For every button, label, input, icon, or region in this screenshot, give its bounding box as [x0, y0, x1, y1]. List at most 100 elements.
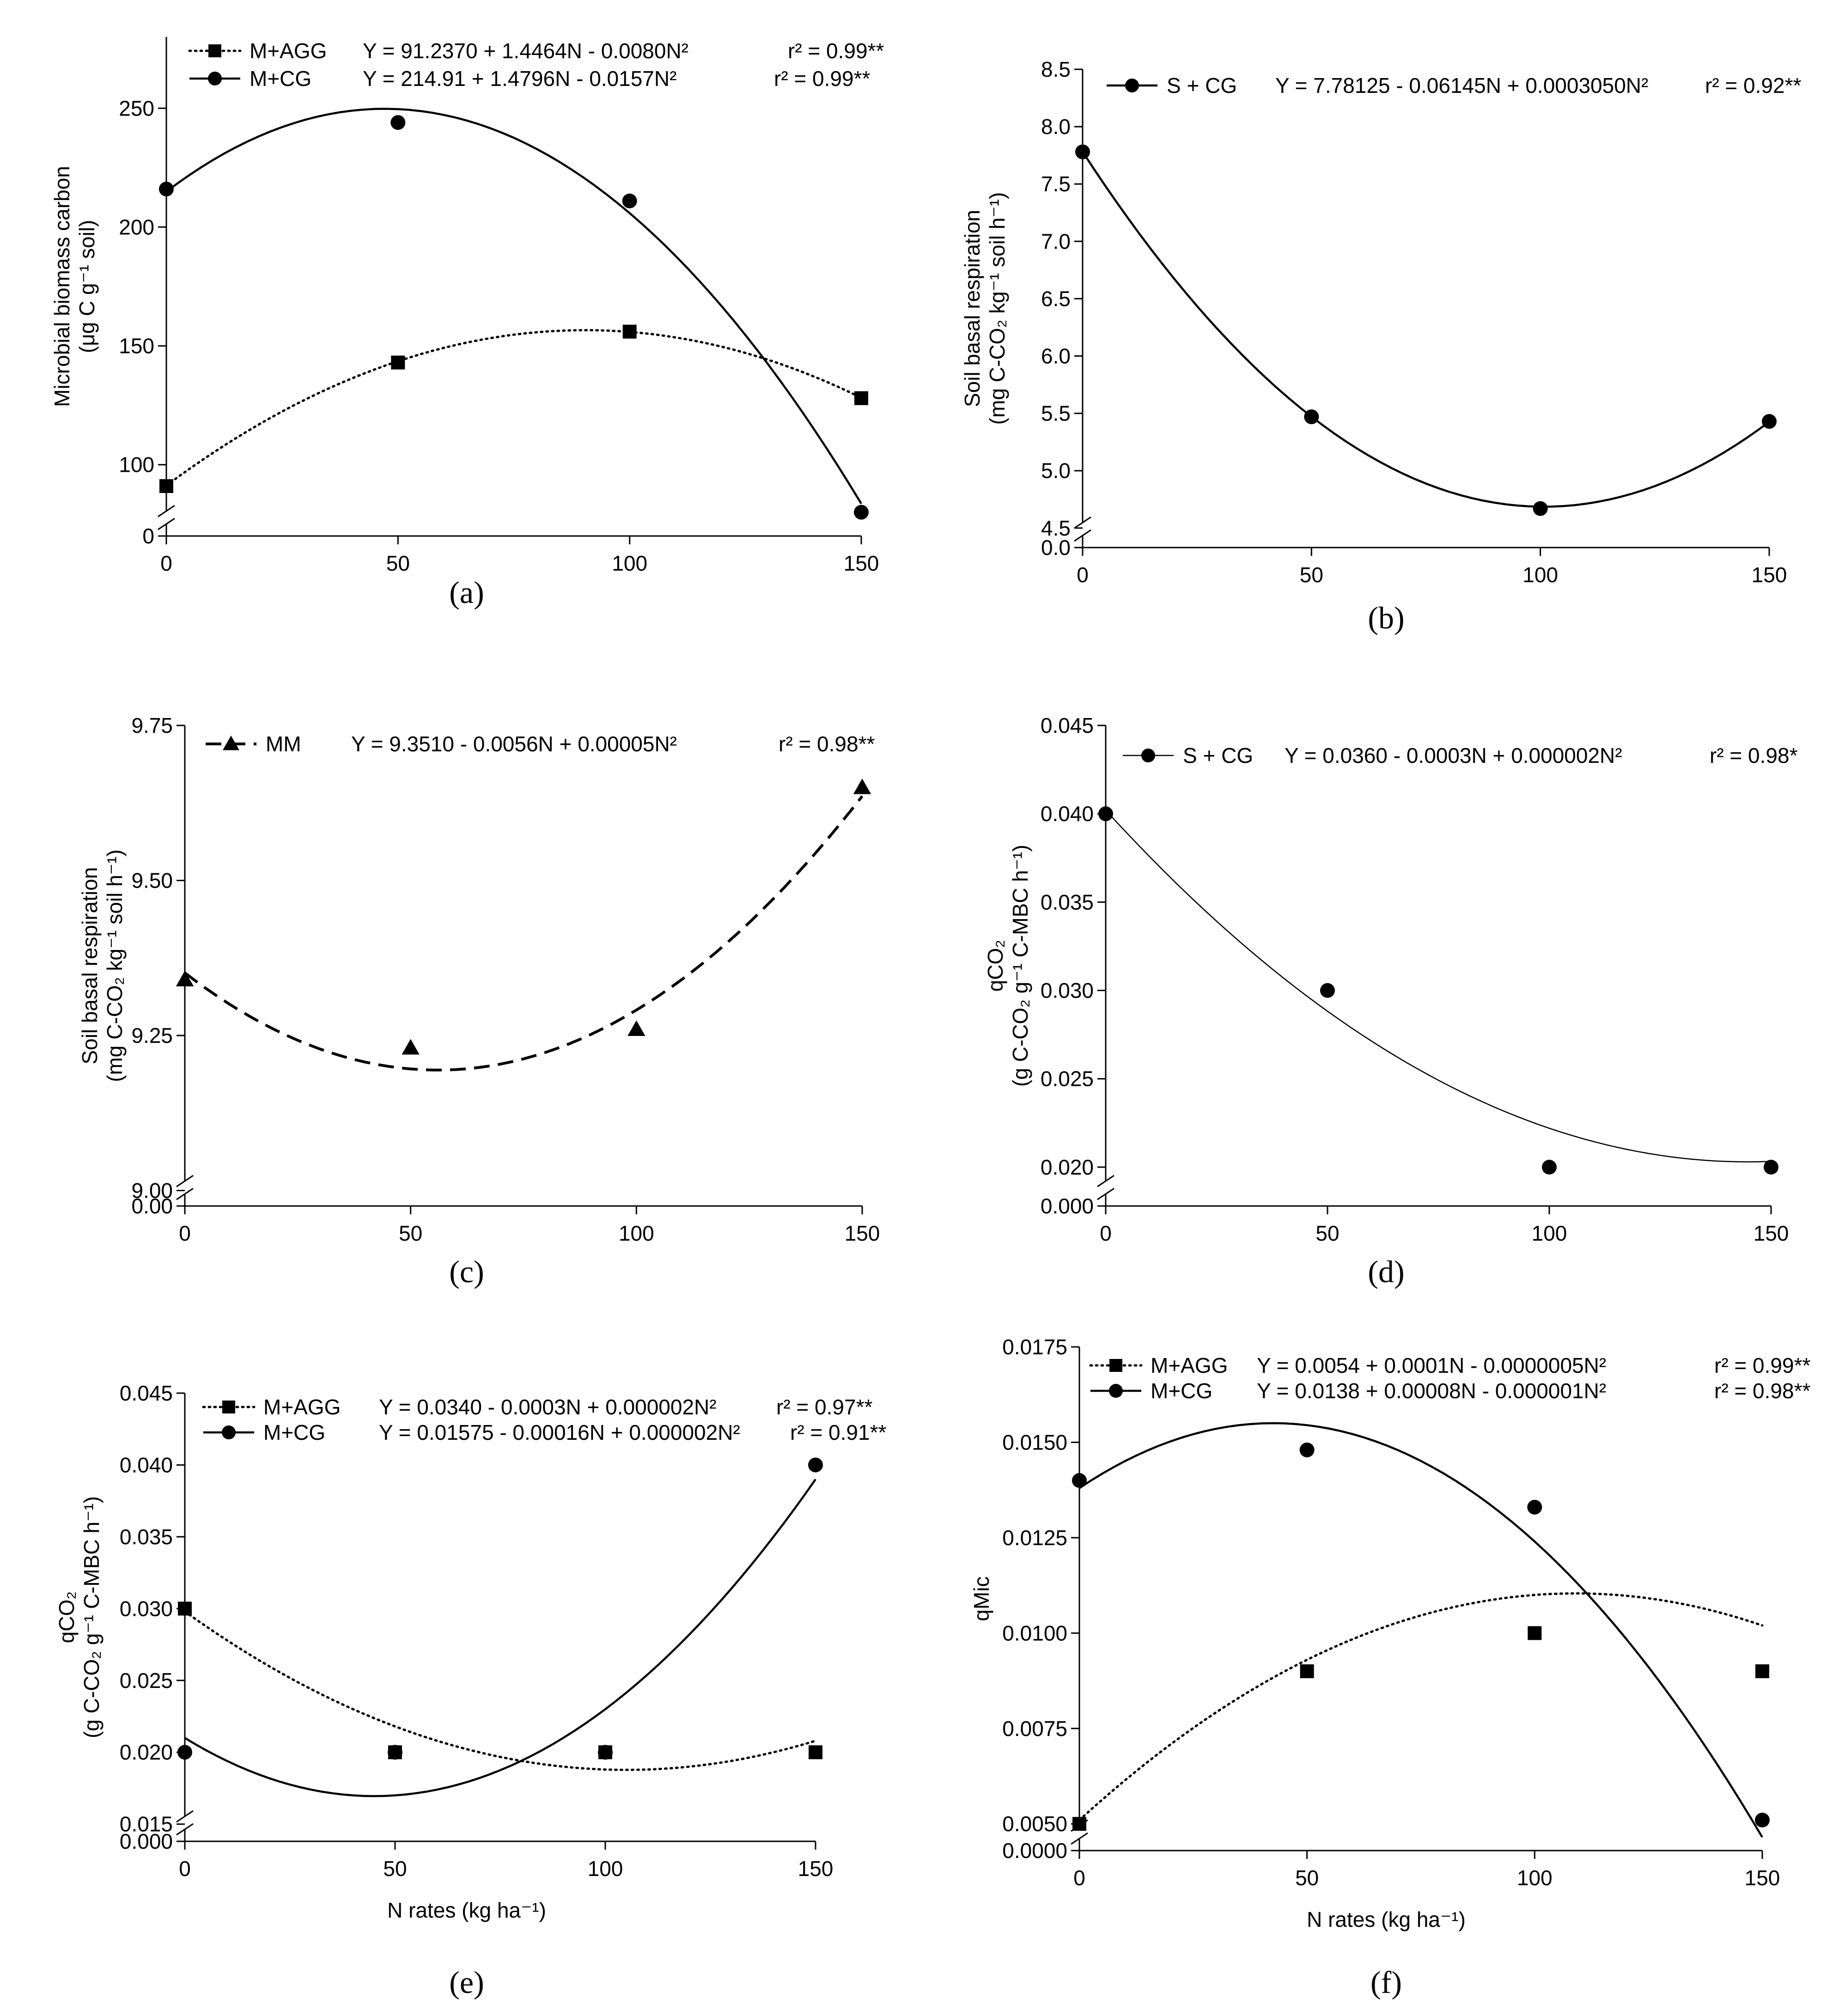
- legend-series-name: MM: [266, 732, 301, 756]
- panel-label: (f): [1370, 1965, 1402, 2000]
- legend-series-name: M+AGG: [263, 1395, 341, 1419]
- y-tick-label: 0.020: [1041, 1155, 1094, 1179]
- x-tick-label: 50: [383, 1857, 407, 1881]
- data-point: [1762, 414, 1777, 429]
- data-point: [1098, 806, 1113, 822]
- fit-curve-mm: [184, 795, 864, 1072]
- legend-equation: Y = 9.3510 - 0.0056N + 0.00005N²: [351, 732, 677, 756]
- legend-r2: r² = 0.99**: [774, 67, 870, 91]
- axis-break-mark: [176, 1823, 194, 1836]
- y-tick-label: 6.5: [1041, 286, 1071, 311]
- axis-break-mark: [176, 1810, 194, 1823]
- x-tick-label: 0: [1073, 1866, 1085, 1890]
- x-tick-label: 0: [160, 551, 172, 575]
- y-tick-label: 0.0: [1041, 536, 1071, 560]
- legend-marker: [1109, 1359, 1122, 1372]
- y-tick-label: 200: [119, 215, 154, 239]
- y-tick-label: 5.0: [1041, 459, 1071, 483]
- legend-series-name: S + CG: [1183, 743, 1253, 767]
- y-tick-label: 150: [119, 334, 154, 358]
- data-point: [1755, 1664, 1769, 1678]
- x-tick-label: 50: [1300, 563, 1323, 587]
- data-point: [1075, 144, 1090, 159]
- data-point: [176, 970, 194, 987]
- legend-series-name: M+AGG: [250, 39, 327, 63]
- fit-curve-mcg: [184, 1479, 816, 1797]
- y-axis-title-line-1: Microbial biomass carbon: [50, 166, 74, 407]
- data-point: [391, 355, 405, 370]
- legend-r2: r² = 0.92**: [1705, 73, 1801, 97]
- x-tick-label: 50: [386, 551, 410, 575]
- legend-marker: [222, 1425, 236, 1439]
- axis-break-mark: [158, 505, 175, 518]
- axis-break-mark: [1074, 516, 1091, 529]
- y-tick-label: 0.030: [120, 1596, 173, 1620]
- legend-series-name: M+CG: [263, 1420, 325, 1444]
- legend-marker: [208, 44, 221, 57]
- y-tick-label: 0.025: [1041, 1067, 1094, 1091]
- chart-panel-f: 0 50 100 150 0.0050 0.0075 0.0100 0.0125 0.0150 0…: [969, 1335, 1810, 2000]
- y-tick-label: 0.015: [120, 1812, 173, 1836]
- data-point: [627, 1020, 645, 1036]
- data-point: [388, 1745, 402, 1760]
- data-point: [1755, 1812, 1770, 1827]
- data-point: [1527, 1499, 1542, 1515]
- y-axis-title-line-1: Soil basal respiration: [78, 867, 102, 1064]
- legend-equation: Y = 0.0340 - 0.0003N + 0.000002N²: [379, 1395, 717, 1419]
- fit-curve-mcg: [1078, 1422, 1763, 1838]
- x-tick-label: 100: [612, 551, 647, 575]
- panel-label: (d): [1368, 1254, 1404, 1289]
- y-axis-title: qCO₂ (g C-CO₂ g⁻¹ C-MBC h⁻¹): [55, 1496, 104, 1738]
- panel-label: (c): [449, 1254, 484, 1289]
- data-point: [1072, 1817, 1086, 1831]
- legend-equation: Y = 91.2370 + 1.4464N - 0.0080N²: [363, 39, 688, 63]
- y-tick-label: 9.50: [131, 868, 173, 892]
- data-point: [1304, 409, 1319, 425]
- chart-panel-a: 0 50 100 150 100 150 200 250 0 Microbial biomass …: [50, 37, 884, 610]
- y-tick-label: 0.000: [120, 1829, 173, 1853]
- y-axis-title-line-1: qCO₂: [55, 1591, 79, 1643]
- x-tick-label: 50: [1295, 1866, 1319, 1890]
- legend-r2: r² = 0.98**: [1714, 1379, 1810, 1403]
- data-point: [853, 778, 871, 794]
- legend-r2: r² = 0.97**: [776, 1395, 872, 1419]
- y-tick-label: 0.0100: [1002, 1621, 1067, 1645]
- legend-series-name: S + CG: [1167, 73, 1237, 97]
- y-tick-label: 0.025: [120, 1669, 173, 1693]
- y-axis-title-line-1: Soil basal respiration: [960, 210, 984, 407]
- legend-marker: [208, 72, 222, 85]
- chart-panel-e: 0 50 100 150 0.015 0.020 0.025 0.030 0.035 0.040 0…: [55, 1381, 886, 2000]
- y-axis-title: Microbial biomass carbon (μg C g⁻¹ soil): [50, 166, 99, 407]
- y-tick-label: 8.0: [1041, 115, 1071, 139]
- legend-marker: [1109, 1384, 1123, 1398]
- y-tick-label: 0.0075: [1002, 1717, 1067, 1741]
- x-axis-title: N rates (kg ha⁻¹): [1307, 1907, 1466, 1931]
- y-tick-label: 0.0050: [1002, 1812, 1067, 1836]
- x-axis-title: N rates (kg ha⁻¹): [387, 1898, 546, 1922]
- y-tick-label: 0.0150: [1002, 1430, 1067, 1454]
- x-tick-label: 100: [1532, 1221, 1567, 1245]
- x-tick-label: 50: [1315, 1221, 1339, 1245]
- axis-break-mark: [176, 1188, 194, 1200]
- y-tick-label: 5.5: [1041, 402, 1071, 426]
- y-tick-label: 100: [119, 453, 154, 477]
- x-tick-label: 0: [1077, 563, 1089, 587]
- chart-panel-b: 0 50 100 150 4.5 5.0 5.5 6.0 6.5 7.0 7.5 8.0 8.5 0.0 S…: [960, 57, 1801, 635]
- legend-r2: r² = 0.99**: [788, 39, 884, 63]
- legend-series-name: M+CG: [250, 67, 311, 91]
- y-tick-label: 0.035: [1041, 890, 1094, 914]
- data-point: [622, 324, 637, 339]
- legend-equation: Y = 0.0360 - 0.0003N + 0.000002N²: [1285, 743, 1622, 767]
- fit-curve-magg: [165, 329, 863, 487]
- fit-curve-magg: [1078, 1592, 1764, 1821]
- axis-break-mark: [176, 1175, 194, 1188]
- x-tick-label: 150: [798, 1857, 834, 1881]
- panel-label: (a): [449, 575, 484, 610]
- x-tick-label: 150: [1745, 1866, 1780, 1890]
- data-point: [1528, 1626, 1542, 1640]
- fit-curve-mcg: [165, 108, 862, 505]
- legend-marker: [1141, 749, 1155, 762]
- legend-equation: Y = 0.0054 + 0.0001N - 0.0000005N²: [1257, 1353, 1606, 1377]
- data-point: [1542, 1159, 1557, 1175]
- data-point: [622, 193, 637, 208]
